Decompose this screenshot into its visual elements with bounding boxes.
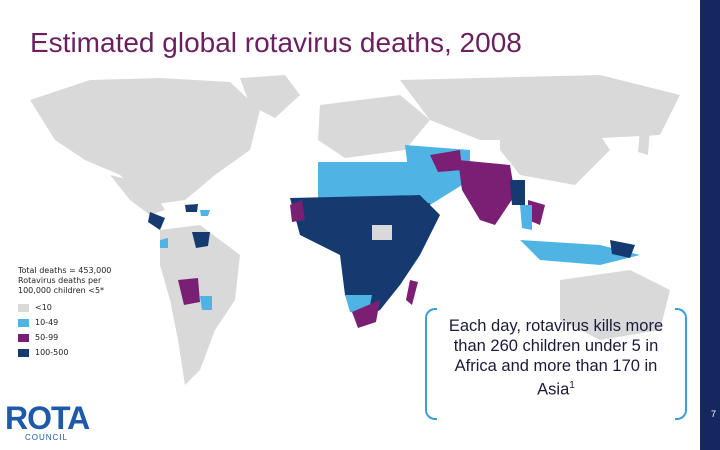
legend-item: 100-500 [18, 345, 138, 360]
north-africa-low [318, 162, 420, 198]
bolivia-mid [178, 278, 200, 305]
callout-bracket-left [425, 308, 437, 420]
paraguay-low [200, 296, 212, 310]
rate-label-text: Rotavirus deaths per 100,000 children <5… [18, 276, 105, 295]
indochina-low [520, 205, 532, 230]
russia [400, 75, 680, 140]
china [500, 115, 610, 185]
central-asia-mid [430, 150, 462, 172]
west-africa-mid [290, 200, 305, 222]
logo-ta: TA [51, 400, 90, 436]
total-deaths-text: Total deaths = 453,000 [18, 266, 112, 275]
legend-item: <10 [18, 300, 138, 315]
africa-asia-callout: Each day, rotavirus kills more than 260 … [425, 308, 687, 420]
afghanistan-pakistan-india [458, 160, 515, 225]
myanmar-high [510, 180, 525, 205]
logo-wordmark: ROTA [5, 400, 90, 437]
indonesia [520, 240, 640, 265]
australia [560, 270, 670, 340]
right-accent-bar [700, 0, 720, 450]
south-africa-mid [352, 300, 380, 328]
legend-swatch [18, 318, 29, 327]
page-number: 7 [710, 409, 716, 419]
legend-label: 10-49 [35, 318, 59, 327]
callout-body: Each day, rotavirus kills more than 260 … [448, 317, 664, 399]
southeast-asia-mid [528, 200, 545, 225]
legend-swatch [18, 333, 29, 342]
legend-item: 50-99 [18, 330, 138, 345]
callout-superscript: 1 [569, 380, 575, 391]
africa-low-patch [372, 225, 392, 240]
legend-item: 10-49 [18, 315, 138, 330]
callout-bracket-right [675, 308, 687, 420]
logo-council: COUNCIL [25, 433, 69, 442]
caribbean-mid [200, 210, 210, 216]
europe [318, 95, 430, 158]
japan [638, 128, 650, 155]
map-legend: Total deaths = 453,000 Rotavirus deaths … [18, 266, 138, 360]
legend-label: <10 [35, 303, 52, 312]
rota-council-logo: ROTA COUNCIL [5, 400, 95, 448]
legend-label: 100-500 [35, 348, 69, 357]
world-rotavirus-map [30, 75, 680, 385]
slide-title: Estimated global rotavirus deaths, 2008 [30, 27, 522, 58]
legend-swatch [18, 348, 29, 357]
logo-ro: RO [5, 400, 52, 436]
sub-saharan-africa [290, 195, 440, 320]
south-america [160, 225, 240, 385]
madagascar-mid [406, 280, 418, 305]
legend-label: 50-99 [35, 333, 59, 342]
callout-text: Each day, rotavirus kills more than 260 … [435, 316, 677, 400]
north-america [30, 78, 260, 205]
venezuela-guyana-high [192, 232, 210, 248]
ecuador-low [160, 238, 168, 248]
mexico [110, 175, 165, 215]
papua-high [610, 240, 635, 258]
yemen-high [410, 203, 430, 215]
caribbean-high [185, 204, 198, 212]
central-america-high [148, 212, 165, 230]
legend-swatch [18, 303, 29, 312]
greenland [240, 75, 300, 118]
